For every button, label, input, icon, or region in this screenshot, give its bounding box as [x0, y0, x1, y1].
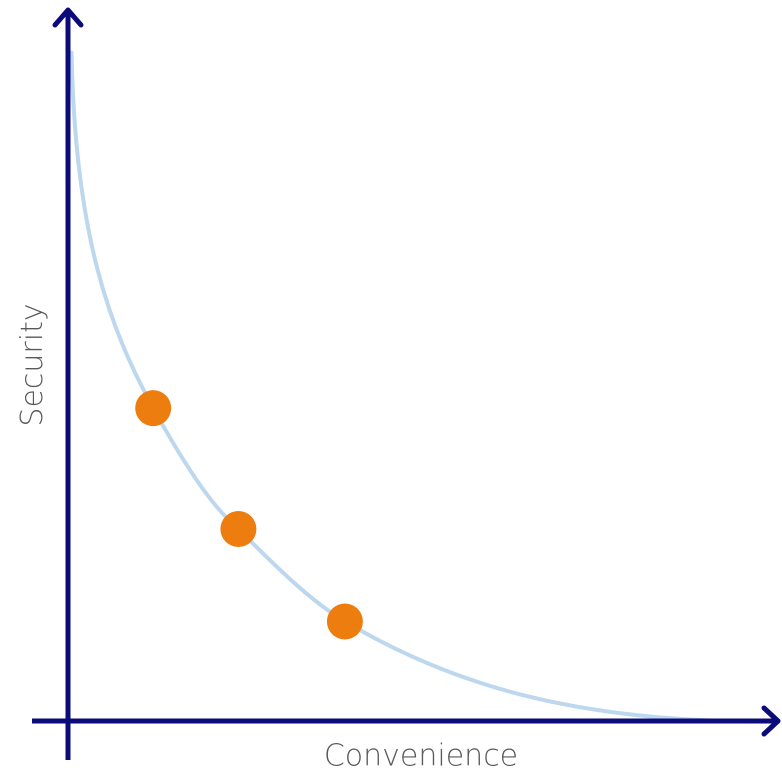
data-point-3 — [326, 603, 363, 640]
data-points — [135, 390, 363, 640]
data-point-1 — [135, 390, 172, 427]
axes — [32, 7, 781, 760]
x-axis-arrowhead — [761, 705, 781, 737]
x-axis-label: Convenience — [324, 739, 518, 774]
tradeoff-curve — [69, 50, 731, 723]
y-axis-label: Security — [15, 303, 50, 426]
data-point-2 — [220, 511, 257, 548]
y-axis-arrowhead — [52, 7, 84, 28]
